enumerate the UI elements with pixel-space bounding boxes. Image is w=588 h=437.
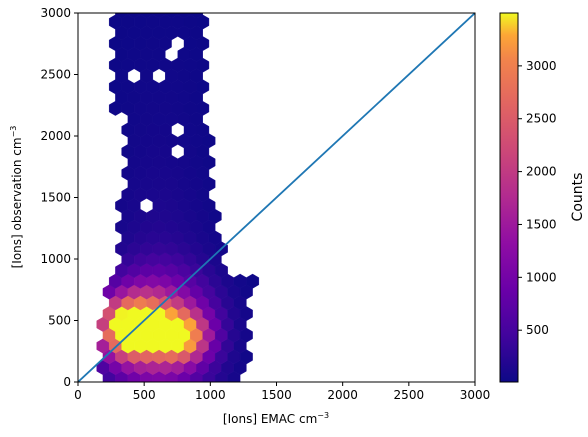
x-tick-label: 2500 bbox=[394, 388, 425, 402]
hexbin-cell bbox=[152, 13, 166, 19]
x-axis: 0 500 1000 1500 2000 2500 3000 bbox=[74, 382, 490, 402]
x-tick-label: 1500 bbox=[261, 388, 292, 402]
colorbar-tick-label: 1500 bbox=[526, 217, 557, 231]
hexbin-cell bbox=[246, 273, 260, 289]
x-axis-label: [Ions] EMAC cm−3 bbox=[223, 411, 329, 426]
colorbar-tick-label: 3000 bbox=[526, 59, 557, 73]
one-to-one-line bbox=[78, 13, 475, 382]
y-axis: 0 500 1000 1500 2000 2500 3000 bbox=[40, 6, 78, 389]
y-tick-label: 2500 bbox=[40, 68, 71, 82]
y-tick-label: 500 bbox=[48, 314, 71, 328]
hexbin-cell bbox=[190, 13, 203, 19]
y-tick-label: 1500 bbox=[40, 191, 71, 205]
x-tick-label: 500 bbox=[133, 388, 156, 402]
colorbar-tick-label: 2000 bbox=[526, 165, 557, 179]
x-tick-label: 0 bbox=[74, 388, 82, 402]
hexbin-cell bbox=[177, 13, 191, 19]
y-tick-label: 2000 bbox=[40, 129, 71, 143]
x-tick-label: 2000 bbox=[327, 388, 358, 402]
y-tick-label: 3000 bbox=[40, 6, 71, 20]
colorbar-tick-label: 500 bbox=[526, 323, 549, 337]
hexbin-cell bbox=[165, 13, 178, 19]
hexbin-cell bbox=[140, 13, 154, 19]
hexbin-cell bbox=[127, 13, 141, 19]
colorbar-tick-label: 1000 bbox=[526, 270, 557, 284]
y-axis-label: [Ions] observation cm−3 bbox=[9, 126, 24, 269]
y-tick-label: 0 bbox=[63, 375, 71, 389]
y-tick-label: 1000 bbox=[40, 252, 71, 266]
hexbin-cells bbox=[96, 13, 260, 382]
colorbar bbox=[499, 12, 519, 383]
colorbar-tick-label: 2500 bbox=[526, 112, 557, 126]
hexbin-cell bbox=[115, 13, 129, 19]
colorbar-label: Counts bbox=[570, 173, 586, 222]
colorbar-ticks: 500 1000 1500 2000 2500 3000 bbox=[518, 59, 557, 337]
x-tick-label: 3000 bbox=[460, 388, 491, 402]
x-tick-label: 1000 bbox=[195, 388, 226, 402]
